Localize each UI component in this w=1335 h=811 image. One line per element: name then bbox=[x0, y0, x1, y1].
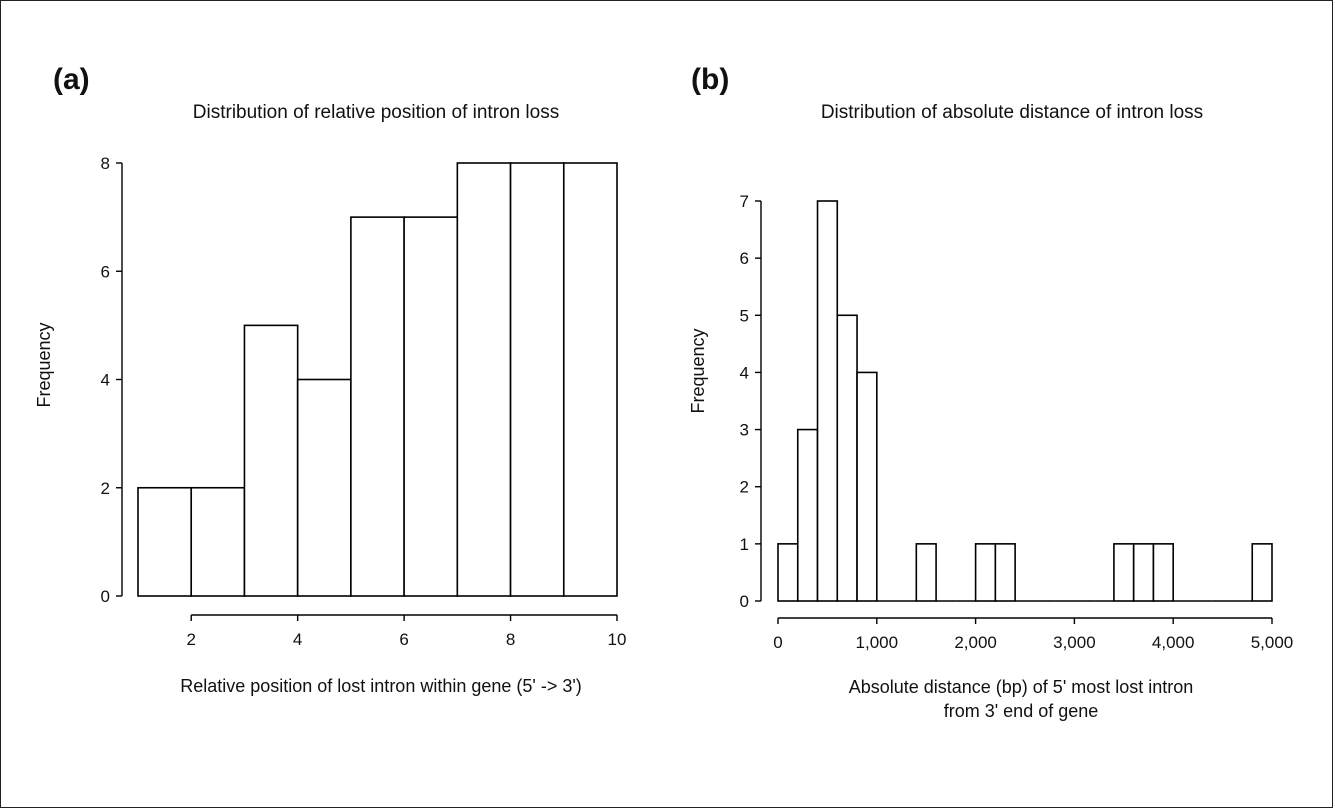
panel-a-x-tick-label: 4 bbox=[293, 630, 302, 649]
panel-b-y-tick-label: 4 bbox=[740, 363, 749, 382]
panel-b-x-tick-label: 3,000 bbox=[1053, 633, 1096, 652]
panel-b-x-tick-label: 0 bbox=[773, 633, 782, 652]
panel-a-x-tick-label: 6 bbox=[399, 630, 408, 649]
panel-b-bar bbox=[1132, 543, 1155, 602]
panel-b-bar bbox=[796, 428, 819, 602]
panel-b-y-tick-label: 7 bbox=[740, 192, 749, 211]
panel-a-bar bbox=[350, 216, 405, 597]
panel-a-bar bbox=[243, 324, 299, 597]
panel-b-y-tick-label: 0 bbox=[740, 592, 749, 611]
panel-b-title: Distribution of absolute distance of int… bbox=[821, 102, 1203, 123]
panel-a-bar bbox=[403, 216, 459, 597]
panel-a-y-tick-label: 8 bbox=[101, 154, 110, 173]
panel-a: (a) Distribution of relative position of… bbox=[34, 63, 626, 696]
panel-a-x-axis-label: Relative position of lost intron within … bbox=[180, 676, 582, 696]
panel-a-bar bbox=[296, 378, 352, 597]
panel-b-x-axis-label-line2: from 3' end of gene bbox=[944, 701, 1099, 721]
panel-b-y-axis-label: Frequency bbox=[688, 328, 708, 413]
panel-a-bar bbox=[137, 486, 193, 597]
panel-a-y-tick-label: 0 bbox=[101, 587, 110, 606]
panel-b-x-axis-label: Absolute distance (bp) of 5' most lost i… bbox=[849, 677, 1194, 697]
panel-b: (b) Distribution of absolute distance of… bbox=[688, 63, 1293, 721]
panel-a-y-tick-label: 2 bbox=[101, 479, 110, 498]
panel-b-y-tick-label: 5 bbox=[740, 306, 749, 325]
panel-a-x-tick-label: 10 bbox=[608, 630, 627, 649]
panel-b-y-tick-label: 6 bbox=[740, 249, 749, 268]
panel-b-y-tick-label: 1 bbox=[740, 535, 749, 554]
panel-b-bar bbox=[1152, 543, 1174, 602]
panel-b-bar bbox=[915, 543, 937, 602]
panel-b-bar bbox=[816, 200, 839, 602]
panel-b-bar bbox=[836, 314, 858, 602]
panel-a-bar bbox=[562, 162, 618, 597]
panel-b-bar bbox=[1251, 543, 1273, 602]
panel-b-bar bbox=[974, 543, 997, 602]
panel-a-label: (a) bbox=[53, 63, 90, 96]
panel-b-label: (b) bbox=[691, 63, 729, 96]
panel-b-x-tick-label: 1,000 bbox=[856, 633, 899, 652]
panel-a-x-tick-label: 8 bbox=[506, 630, 515, 649]
panel-a-title: Distribution of relative position of int… bbox=[193, 102, 559, 123]
panel-a-y-tick-label: 4 bbox=[101, 371, 110, 390]
panel-b-x-tick-label: 2,000 bbox=[954, 633, 997, 652]
panel-a-plot: 0 2 4 6 8 2 4 6 8 10 bbox=[101, 154, 627, 649]
panel-a-y-axis-label: Frequency bbox=[34, 322, 54, 407]
panel-b-y-tick-label: 3 bbox=[740, 421, 749, 440]
panel-a-bar bbox=[509, 162, 565, 597]
panel-b-bar bbox=[994, 543, 1016, 602]
panel-a-bar bbox=[456, 162, 512, 597]
panel-b-plot: 0 1 2 3 4 5 6 7 0 1,000 2,000 3,000 4,000 5,000 bbox=[740, 192, 1294, 652]
panel-b-bar bbox=[777, 543, 799, 602]
panel-b-bar bbox=[856, 371, 878, 602]
panel-b-y-tick-label: 2 bbox=[740, 478, 749, 497]
panel-a-bar bbox=[190, 486, 246, 597]
panel-a-y-tick-label: 6 bbox=[101, 262, 110, 281]
panel-b-bar bbox=[1113, 543, 1135, 602]
panel-a-x-tick-label: 2 bbox=[186, 630, 195, 649]
panel-b-x-tick-label: 5,000 bbox=[1251, 633, 1294, 652]
panel-b-x-tick-label: 4,000 bbox=[1152, 633, 1195, 652]
